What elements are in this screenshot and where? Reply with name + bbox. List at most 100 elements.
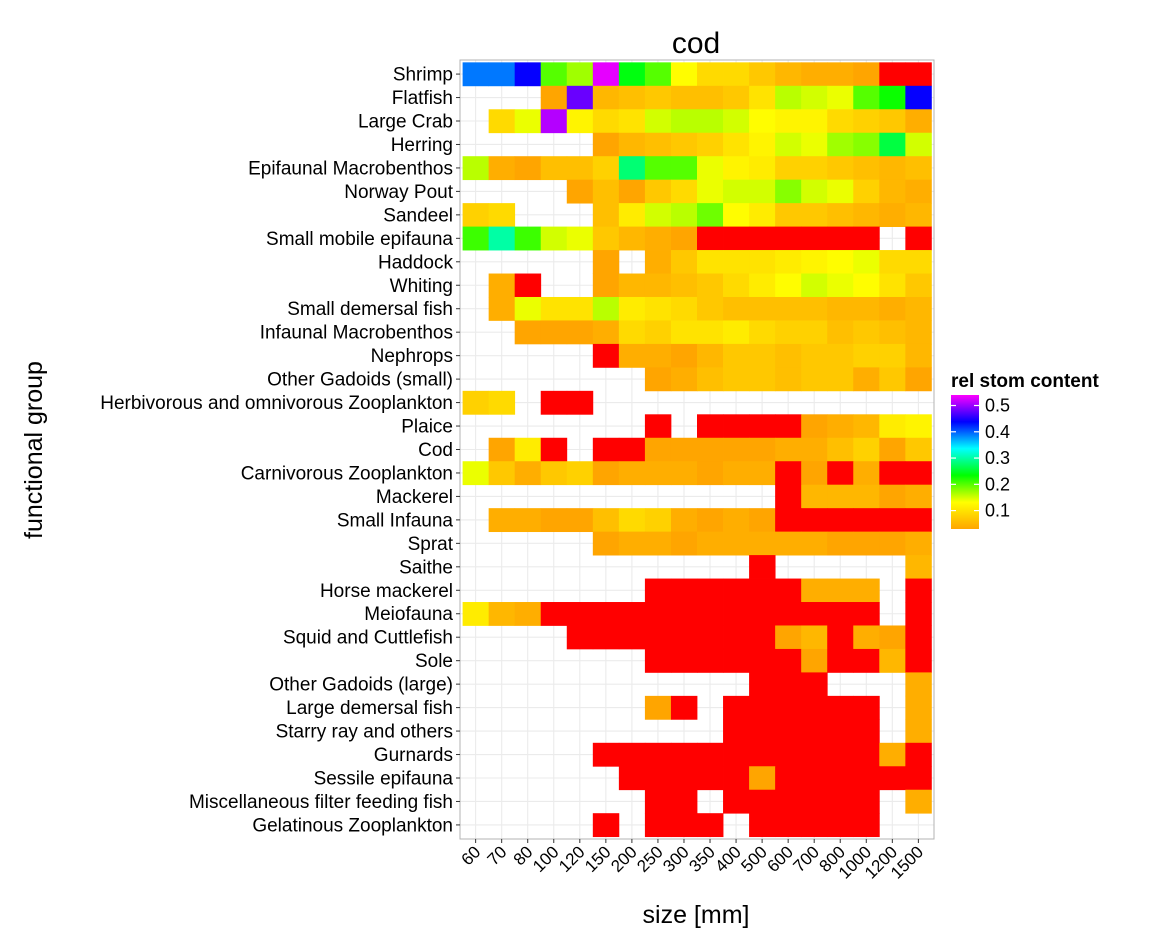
heatmap-cell (801, 719, 828, 744)
heatmap-cell (827, 789, 854, 814)
heatmap-cell (775, 484, 802, 509)
heatmap-cell (697, 625, 724, 650)
heatmap-cell (879, 367, 906, 392)
heatmap-cell (775, 531, 802, 556)
y-tick-label: Gelatinous Zooplankton (252, 815, 453, 836)
heatmap-cell (644, 648, 672, 673)
heatmap-cell (749, 648, 776, 673)
heatmap-cell (566, 156, 594, 181)
y-tick-label: Squid and Cuttlefish (283, 628, 453, 649)
heatmap-cell (827, 320, 854, 345)
heatmap-cell (592, 109, 620, 134)
heatmap-cell (853, 414, 880, 439)
heatmap-cell (670, 766, 698, 791)
heatmap-cell (644, 531, 672, 556)
heatmap-cell (853, 85, 880, 110)
heatmap-cell (618, 343, 646, 368)
heatmap-cell (618, 203, 646, 227)
heatmap-cell (670, 320, 698, 345)
heatmap-cell (514, 109, 542, 134)
heatmap-cell (749, 602, 776, 626)
heatmap-cell (827, 367, 854, 392)
heatmap-cell (592, 343, 620, 368)
heatmap-cell (592, 508, 620, 533)
heatmap-cell (540, 85, 568, 110)
heatmap-cell (592, 625, 620, 650)
y-tick-label: Sessile epifauna (314, 768, 454, 789)
heatmap-cell (488, 602, 516, 626)
heatmap-cell (905, 437, 932, 462)
x-tick-label: 60 (458, 842, 485, 869)
heatmap-cell (853, 578, 880, 603)
heatmap-cell (723, 602, 750, 626)
heatmap-cell (566, 461, 594, 486)
y-tick-label: Other Gadoids (small) (267, 370, 453, 391)
heatmap-cell (879, 296, 906, 321)
y-tick-label: Large Crab (358, 112, 453, 133)
heatmap-cell (723, 414, 750, 439)
legend-ticks: 0.1 0.2 0.3 0.4 0.5 (951, 396, 1010, 521)
heatmap-cell (723, 62, 750, 87)
heatmap-cell (749, 719, 776, 744)
heatmap-cell (697, 813, 724, 838)
heatmap-cell (644, 742, 672, 767)
heatmap-cell (775, 437, 802, 462)
heatmap-cell (592, 156, 620, 181)
heatmap-cell (775, 203, 802, 227)
heatmap-cell (618, 625, 646, 650)
heatmap-cell (801, 414, 828, 439)
heatmap-cell (905, 320, 932, 345)
heatmap-cell (697, 414, 724, 439)
heatmap-cell (905, 531, 932, 556)
heatmap-cell (723, 461, 750, 486)
legend-tick-label: 0.5 (985, 396, 1010, 416)
heatmap-cell (540, 508, 568, 533)
heatmap-cell (853, 602, 880, 626)
heatmap-cell (697, 109, 724, 134)
heatmap-cell (853, 343, 880, 368)
heatmap-cell (905, 414, 932, 439)
heatmap-cell (670, 62, 698, 87)
legend-tick-label: 0.2 (985, 474, 1010, 494)
heatmap-cell (879, 508, 906, 533)
heatmap-cell (905, 273, 932, 298)
y-tick-label: Small mobile epifauna (266, 229, 453, 250)
heatmap-cell (801, 742, 828, 767)
y-tick-label: Sole (415, 651, 453, 672)
heatmap-cell (775, 625, 802, 650)
y-tick-label: Sprat (408, 534, 454, 555)
heatmap-cell (670, 508, 698, 533)
heatmap-cell (723, 367, 750, 392)
heatmap-cell (879, 414, 906, 439)
heatmap-cell (775, 602, 802, 626)
heatmap-cell (801, 461, 828, 486)
heatmap-cell (540, 62, 568, 87)
heatmap-cell (905, 367, 932, 392)
heatmap-cell (879, 437, 906, 462)
heatmap-cell (775, 508, 802, 533)
y-tick-label: Flatfish (392, 88, 453, 109)
heatmap-cell (853, 62, 880, 87)
heatmap-cell (670, 461, 698, 486)
heatmap-cell (644, 625, 672, 650)
heatmap-cell (618, 508, 646, 533)
heatmap-cell (749, 109, 776, 134)
y-tick-label: Infaunal Macrobenthos (260, 323, 453, 344)
heatmap-cell (749, 789, 776, 814)
heatmap-cell (618, 742, 646, 767)
heatmap-cell (618, 62, 646, 87)
heatmap-cell (566, 296, 594, 321)
heatmap-cell (697, 578, 724, 603)
heatmap-cell (801, 250, 828, 274)
heatmap-cell (723, 742, 750, 767)
legend: rel stom content 0.1 0.2 0.3 0.4 0.5 (951, 371, 1099, 529)
heatmap-cell (827, 578, 854, 603)
heatmap-cell (697, 508, 724, 533)
y-tick-label: Starry ray and others (276, 722, 453, 743)
heatmap-cell (462, 156, 490, 181)
heatmap-cell (801, 437, 828, 462)
heatmap-cell (618, 437, 646, 462)
heatmap-cell (905, 203, 932, 227)
heatmap-cell (775, 367, 802, 392)
heatmap-cell (801, 62, 828, 87)
